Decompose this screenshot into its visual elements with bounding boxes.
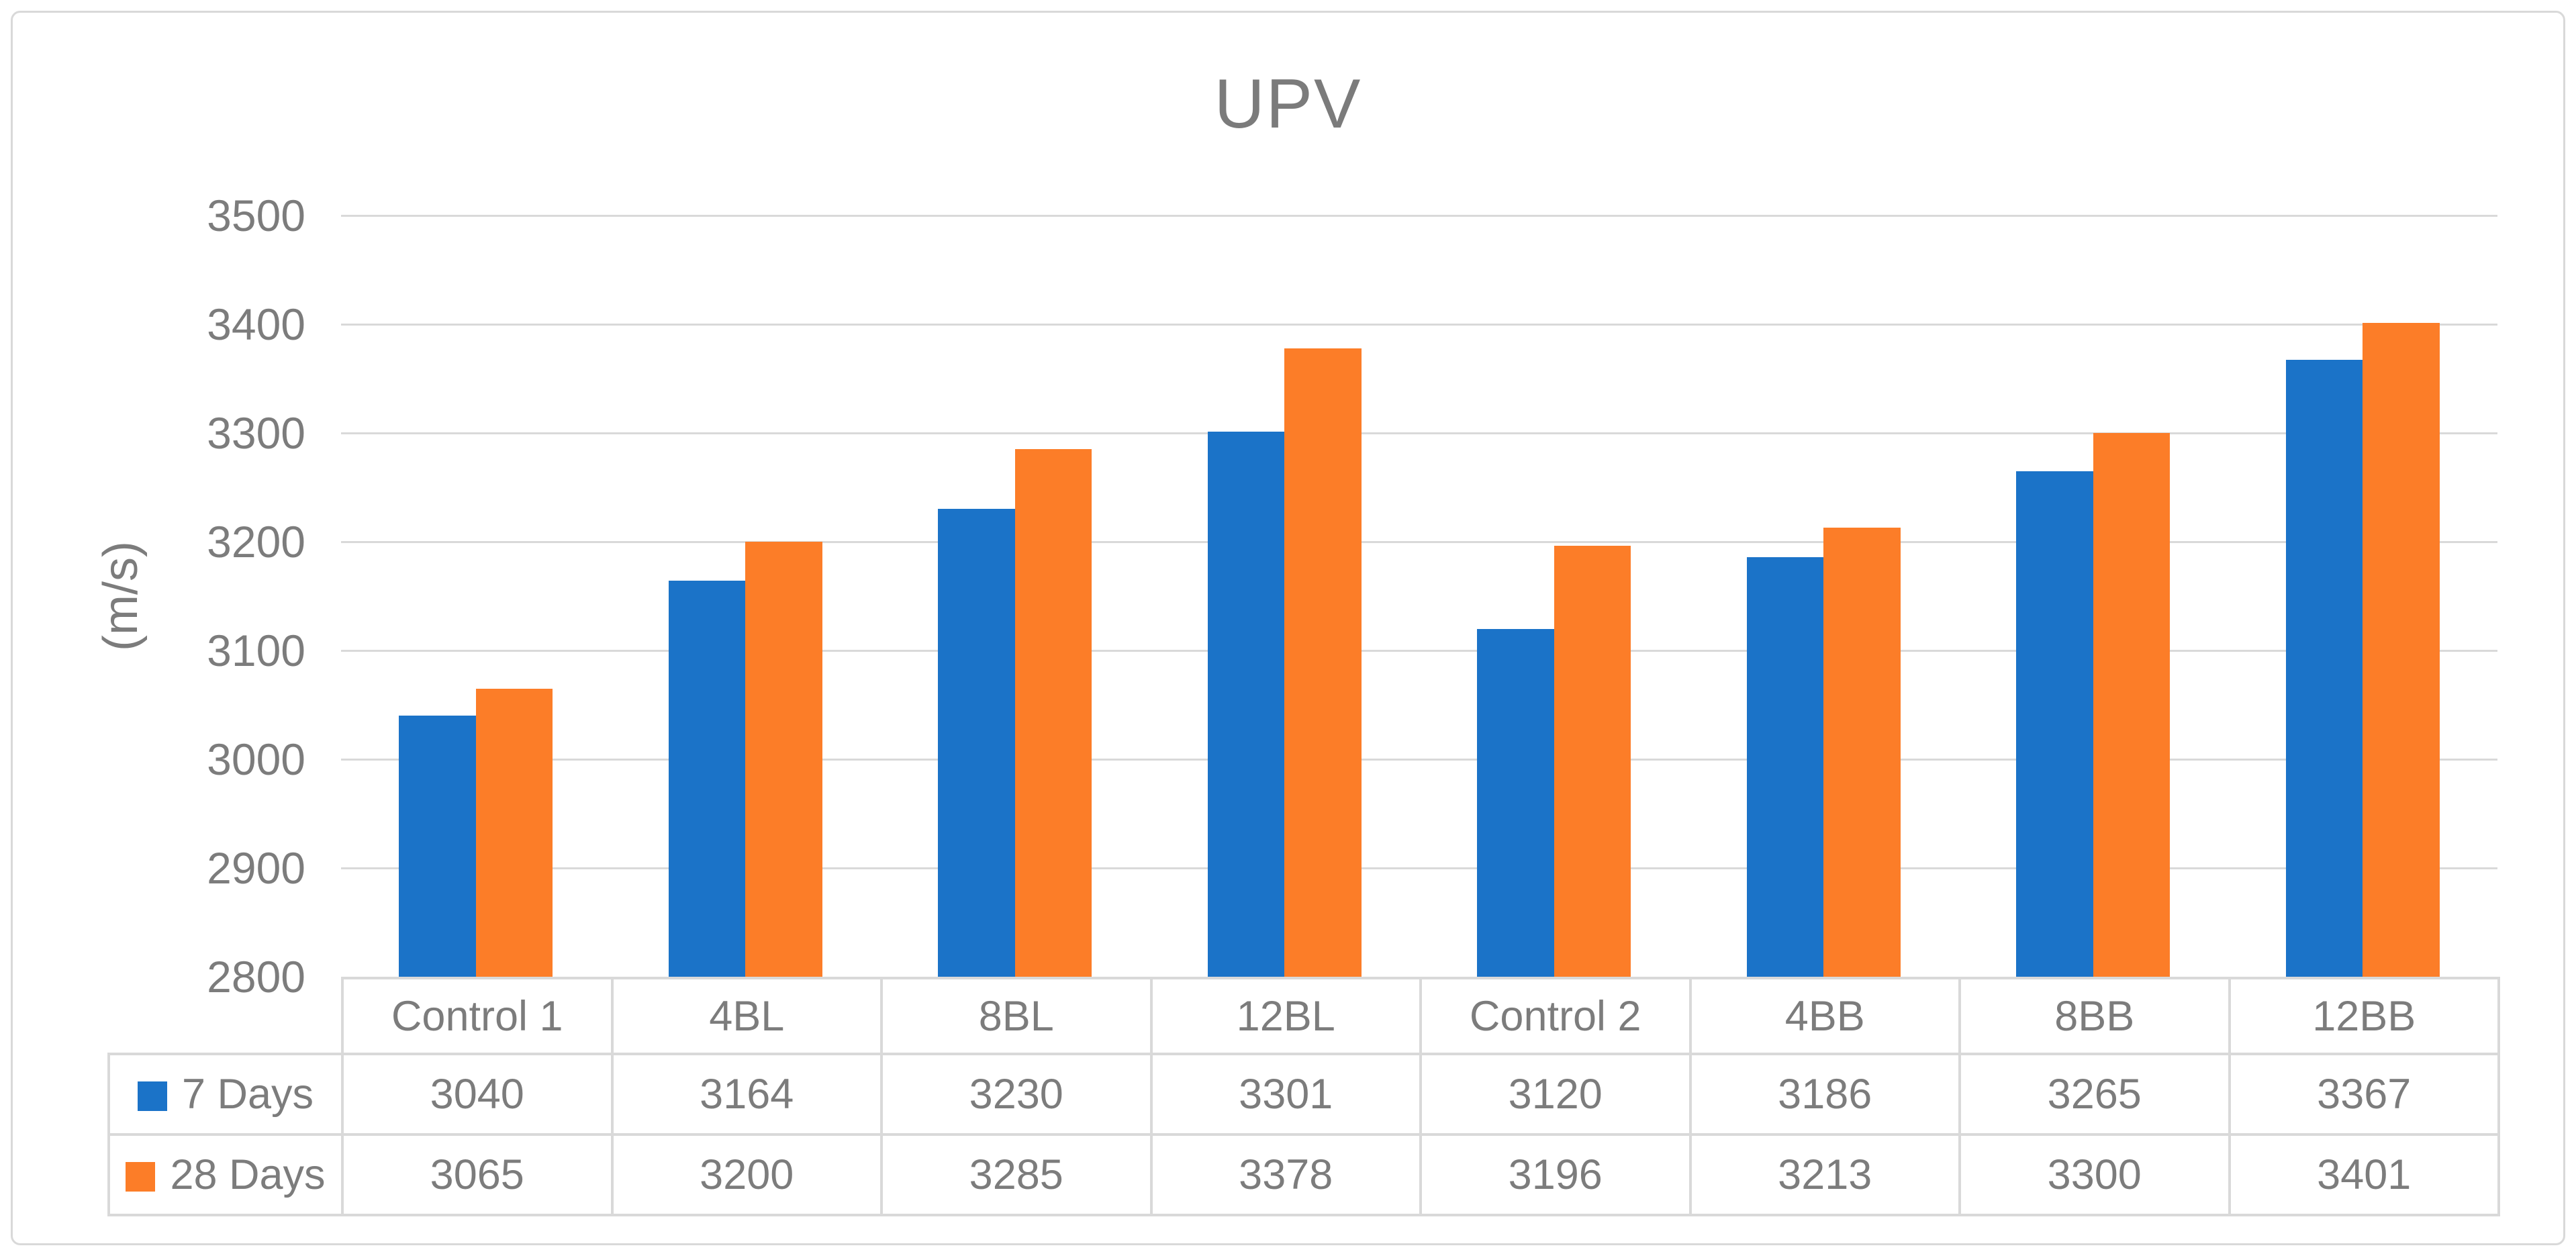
value-cell-28-days-8bb: 3300 (1958, 1133, 2231, 1216)
y-tick-label-3000: 3000 (207, 734, 305, 784)
bar-28-days-4bb (1823, 527, 1901, 977)
value-cell-7-days-12bl: 3301 (1149, 1053, 1422, 1136)
value-cell-7-days-8bb: 3265 (1958, 1053, 2231, 1136)
value-cell-7-days-12bb: 3367 (2228, 1053, 2500, 1136)
value-cell-28-days-8bl: 3285 (880, 1133, 1153, 1216)
bar-7-days-4bb (1746, 557, 1824, 977)
bar-7-days-8bb (2016, 471, 2093, 977)
bar-28-days-control-1 (475, 688, 553, 977)
y-tick-label-2900: 2900 (207, 843, 305, 893)
chart-title: UPV (1214, 65, 1362, 143)
category-header-8bb: 8BB (1958, 977, 2231, 1055)
legend-label-28-days: 28 Days (170, 1151, 326, 1198)
category-header-8bl: 8BL (880, 977, 1153, 1055)
table-row-7-days: 7 Days 3040 3164 3230 3301 3120 3186 3265 3367 (107, 1053, 2500, 1136)
legend-label-7-days: 7 Days (181, 1071, 314, 1118)
value-cell-7-days-4bb: 3186 (1688, 1053, 1961, 1136)
category-header-12bb: 12BB (2228, 977, 2500, 1055)
y-axis-tick-labels: 2800 2900 3000 3100 3200 3300 3400 3500 (107, 191, 305, 1002)
y-tick-label-3300: 3300 (207, 408, 305, 458)
gridline-3000 (341, 758, 2497, 761)
value-cell-28-days-12bb: 3401 (2228, 1133, 2500, 1216)
y-tick-label-3500: 3500 (207, 191, 305, 240)
legend-swatch-28-days (126, 1162, 156, 1192)
bar-7-days-8bl (938, 509, 1015, 977)
bar-7-days-12bl (1207, 432, 1285, 977)
table-corner-cell (109, 978, 342, 1054)
category-header-control-2: Control 2 (1419, 977, 1692, 1055)
y-tick-label-3100: 3100 (207, 626, 305, 675)
y-tick-label-2800: 2800 (207, 952, 305, 1002)
bar-7-days-control-1 (399, 716, 476, 977)
table-row-28-days: 28 Days 3065 3200 3285 3378 3196 3213 3300 3401 (107, 1133, 2500, 1216)
legend-key-28-days: 28 Days (107, 1133, 344, 1216)
value-cell-28-days-control-2: 3196 (1419, 1133, 1692, 1216)
table-body: Control 1 4BL 8BL 12BL Control 2 4BB 8BB 12BB 7 … (107, 977, 2500, 1216)
bar-28-days-12bl (1284, 348, 1362, 977)
category-header-4bl: 4BL (610, 977, 883, 1055)
gridline-3100 (341, 649, 2497, 652)
y-tick-label-3200: 3200 (207, 517, 305, 567)
bar-28-days-control-2 (1554, 546, 1631, 977)
category-header-control-1: Control 1 (341, 977, 614, 1055)
bar-7-days-12bb (2285, 360, 2363, 977)
value-cell-28-days-4bb: 3213 (1688, 1133, 1961, 1216)
plot-area (341, 214, 2497, 977)
value-cell-28-days-control-1: 3065 (341, 1133, 614, 1216)
legend-key-7-days: 7 Days (107, 1053, 344, 1136)
gridline-3500 (341, 214, 2497, 217)
gridline-3200 (341, 540, 2497, 543)
y-tick-label-3400: 3400 (207, 299, 305, 349)
legend-swatch-7-days (137, 1081, 167, 1111)
value-cell-7-days-8bl: 3230 (880, 1053, 1153, 1136)
category-header-12bl: 12BL (1149, 977, 1422, 1055)
bar-28-days-8bl (1014, 449, 1092, 977)
gridline-2900 (341, 867, 2497, 869)
value-cell-28-days-12bl: 3378 (1149, 1133, 1422, 1216)
value-cell-7-days-control-2: 3120 (1419, 1053, 1692, 1136)
value-cell-7-days-4bl: 3164 (610, 1053, 883, 1136)
bar-7-days-control-2 (1477, 628, 1554, 977)
bar-7-days-4bl (668, 581, 746, 977)
figure-border (11, 11, 2565, 1245)
value-cell-7-days-control-1: 3040 (341, 1053, 614, 1136)
value-cell-28-days-4bl: 3200 (610, 1133, 883, 1216)
data-table: Control 1 4BL 8BL 12BL Control 2 4BB 8BB 12BB 7 … (107, 977, 2500, 1216)
gridline-3400 (341, 323, 2497, 326)
gridline-3300 (341, 432, 2497, 434)
bar-28-days-12bb (2363, 323, 2440, 977)
bar-28-days-8bb (2093, 433, 2170, 977)
bar-28-days-4bl (745, 542, 822, 977)
category-header-4bb: 4BB (1688, 977, 1961, 1055)
